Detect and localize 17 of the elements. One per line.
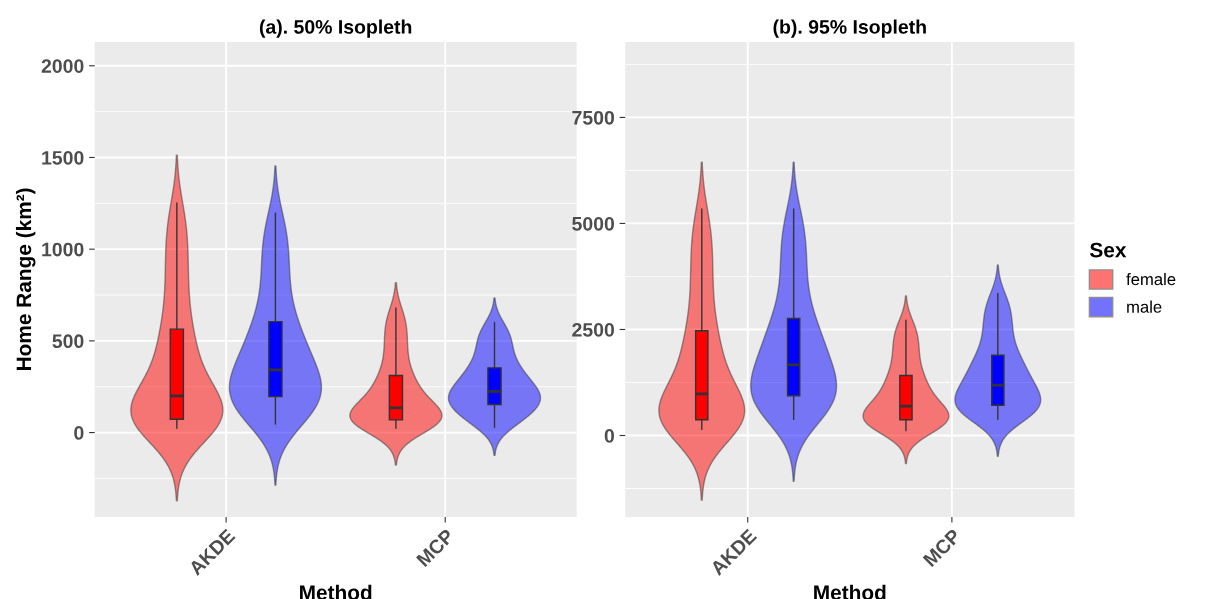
y-axis-title: Home Range (km²) [15, 188, 36, 371]
x-axis-title: Method [300, 584, 372, 599]
y-tick-label: 2000 [41, 59, 84, 74]
y-tick-label: 500 [52, 334, 84, 349]
legend-label: female [1126, 272, 1176, 286]
y-tick-label: 5000 [572, 216, 614, 231]
y-tick-label: 1000 [42, 242, 84, 257]
chart-title: (a). 50% Isopleth [259, 19, 412, 38]
y-tick-label: 0 [74, 426, 84, 440]
y-tick-label: 1500 [42, 150, 84, 165]
y-tick-label: 7500 [572, 110, 614, 125]
chart-title: (b). 95% Isopleth [773, 19, 926, 38]
x-axis-title: Method [814, 584, 886, 599]
legend-title: Sex [1089, 242, 1127, 258]
legend-label: male [1127, 300, 1162, 313]
y-tick-label: 0 [604, 428, 614, 443]
y-tick-label: 2500 [572, 322, 614, 337]
